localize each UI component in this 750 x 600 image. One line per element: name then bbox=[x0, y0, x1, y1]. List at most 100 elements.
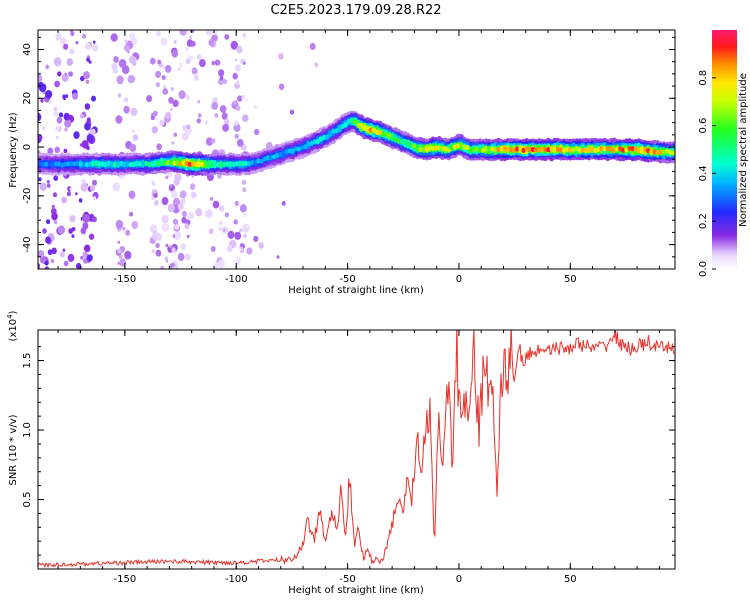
ridge-mark bbox=[69, 161, 74, 167]
noise-blob bbox=[232, 72, 238, 80]
noise-blob bbox=[55, 125, 61, 132]
noise-blob bbox=[110, 33, 118, 42]
spectrogram-ylabel: Frequency (Hz) bbox=[8, 112, 19, 188]
y-tick-label: -40 bbox=[22, 236, 33, 252]
noise-blob bbox=[123, 105, 130, 114]
spectrogram-xlabel: Height of straight line (km) bbox=[288, 285, 424, 296]
noise-blob bbox=[168, 96, 174, 104]
noise-blob bbox=[177, 67, 181, 71]
noise-blob bbox=[181, 216, 187, 224]
noise-blob bbox=[63, 148, 68, 154]
ridge-mark bbox=[194, 161, 199, 167]
snr-ylabel-scale: (x104) bbox=[6, 310, 19, 341]
snr-frame bbox=[37, 329, 676, 570]
noise-blob bbox=[181, 210, 187, 218]
noise-blob bbox=[54, 146, 60, 154]
ridge-mark bbox=[63, 161, 68, 167]
ridge-mark bbox=[190, 161, 196, 167]
noise-blob bbox=[172, 265, 179, 269]
ridge-mark bbox=[353, 119, 358, 125]
ridge-mark bbox=[212, 162, 217, 168]
noise-blob bbox=[0, 169, 6, 178]
noise-blob bbox=[185, 94, 191, 101]
noise-blob bbox=[153, 110, 158, 117]
noise-blob bbox=[253, 235, 259, 242]
ridge-mark bbox=[259, 158, 264, 164]
noise-blob bbox=[189, 183, 196, 190]
noise-blob bbox=[84, 122, 91, 131]
noise-blob bbox=[18, 205, 24, 213]
y-tick-label: 1.0 bbox=[22, 422, 33, 438]
noise-blob bbox=[5, 94, 12, 103]
ridge-mark bbox=[293, 146, 298, 152]
noise-blob bbox=[66, 58, 74, 66]
ridge-mark bbox=[602, 146, 607, 152]
noise-blob bbox=[27, 228, 34, 237]
noise-blob bbox=[89, 185, 95, 192]
noise-blob bbox=[214, 113, 219, 118]
ridge-mark bbox=[296, 146, 302, 152]
noise-blob bbox=[68, 228, 74, 234]
ridge-mark bbox=[630, 146, 635, 152]
ridge-mark bbox=[371, 127, 376, 133]
heatmap-layer bbox=[0, 29, 675, 269]
noise-blob bbox=[38, 74, 43, 83]
noise-blob bbox=[119, 258, 126, 267]
noise-blob bbox=[48, 100, 51, 104]
noise-blob bbox=[31, 29, 35, 33]
noise-blob bbox=[127, 50, 130, 54]
noise-blob bbox=[0, 253, 2, 260]
noise-blob bbox=[61, 196, 67, 204]
noise-blob bbox=[40, 98, 44, 103]
ridge-mark bbox=[94, 160, 99, 166]
ridge-mark bbox=[555, 146, 560, 152]
ridge-mark bbox=[571, 147, 576, 153]
noise-blob bbox=[241, 96, 245, 100]
noise-blob bbox=[63, 43, 69, 50]
noise-blob bbox=[0, 94, 4, 99]
noise-blob bbox=[217, 259, 226, 269]
noise-blob bbox=[82, 214, 90, 223]
noise-blob bbox=[6, 68, 9, 71]
noise-blob bbox=[155, 249, 162, 257]
ridge-mark bbox=[225, 161, 230, 167]
noise-blob bbox=[42, 126, 46, 131]
ridge-mark bbox=[187, 161, 192, 167]
noise-blob bbox=[44, 260, 49, 266]
ridge-mark bbox=[303, 144, 308, 150]
noise-blob bbox=[188, 35, 193, 40]
noise-blob bbox=[39, 182, 47, 192]
noise-blob bbox=[167, 203, 175, 213]
noise-blob bbox=[224, 34, 230, 40]
noise-blob bbox=[80, 256, 84, 260]
noise-blob bbox=[170, 107, 173, 112]
noise-blob bbox=[236, 138, 244, 147]
ridge-mark bbox=[306, 141, 311, 147]
ridge-mark bbox=[113, 162, 118, 168]
snr-layer bbox=[38, 330, 675, 569]
noise-blob bbox=[197, 99, 201, 104]
noise-blob bbox=[234, 133, 239, 139]
noise-blob bbox=[242, 187, 247, 193]
noise-blob bbox=[161, 222, 170, 232]
noise-blob bbox=[30, 259, 33, 263]
noise-blob bbox=[29, 74, 32, 78]
noise-blob bbox=[2, 255, 7, 260]
noise-blob bbox=[79, 143, 83, 147]
ridge-mark bbox=[134, 160, 139, 167]
ridge-mark bbox=[580, 147, 585, 153]
ridge-mark bbox=[290, 148, 295, 154]
noise-blob bbox=[51, 212, 58, 221]
ridge-mark bbox=[568, 147, 573, 153]
noise-blob bbox=[191, 191, 197, 199]
ridge-mark bbox=[219, 162, 224, 168]
ridge-mark bbox=[278, 152, 283, 158]
ridge-mark bbox=[243, 160, 249, 167]
noise-blob bbox=[161, 75, 166, 81]
snr-xlabel: Height of straight line (km) bbox=[288, 585, 424, 596]
noise-blob bbox=[62, 248, 66, 252]
ridge-mark bbox=[356, 122, 361, 128]
noise-blob bbox=[44, 266, 50, 269]
noise-blob bbox=[131, 220, 139, 230]
noise-blob bbox=[83, 71, 90, 80]
